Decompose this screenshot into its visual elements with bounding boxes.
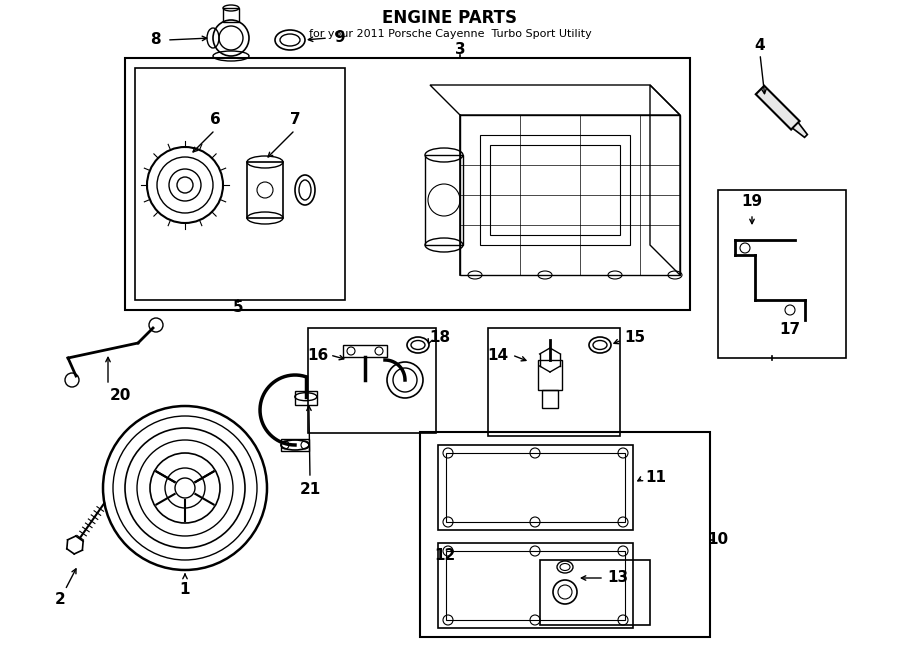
Bar: [223, 8, 239, 22]
Bar: [420, 432, 710, 637]
Bar: [125, 58, 690, 310]
Bar: [438, 445, 633, 530]
Text: 7: 7: [290, 112, 301, 128]
Bar: [438, 543, 633, 628]
Text: 21: 21: [300, 483, 320, 498]
Text: 15: 15: [625, 330, 645, 346]
Bar: [490, 145, 620, 235]
Bar: [542, 390, 558, 408]
Text: 9: 9: [335, 30, 346, 46]
Text: 17: 17: [779, 323, 801, 338]
Text: 1: 1: [180, 582, 190, 598]
Text: 4: 4: [755, 38, 765, 52]
Text: 3: 3: [454, 42, 465, 58]
Bar: [295, 391, 317, 405]
Text: 19: 19: [742, 194, 762, 210]
Text: ENGINE PARTS: ENGINE PARTS: [382, 9, 518, 27]
Text: 6: 6: [210, 112, 220, 128]
Bar: [540, 560, 650, 625]
Text: 20: 20: [109, 387, 130, 403]
Text: for your 2011 Porsche Cayenne  Turbo Sport Utility: for your 2011 Porsche Cayenne Turbo Spor…: [309, 29, 591, 39]
Bar: [538, 360, 562, 390]
Bar: [281, 439, 309, 451]
Text: 13: 13: [608, 570, 628, 586]
Bar: [480, 135, 630, 245]
Text: 16: 16: [308, 348, 328, 362]
Text: 10: 10: [707, 533, 729, 547]
Text: 18: 18: [429, 330, 451, 346]
Polygon shape: [756, 86, 799, 130]
Text: 5: 5: [233, 301, 243, 315]
Text: 2: 2: [55, 592, 66, 607]
Text: 11: 11: [645, 471, 667, 485]
Bar: [308, 328, 436, 433]
Bar: [446, 551, 625, 620]
Text: 8: 8: [149, 32, 160, 48]
Bar: [718, 190, 846, 358]
Bar: [488, 328, 620, 436]
Bar: [343, 345, 387, 357]
Bar: [425, 155, 463, 245]
Bar: [247, 162, 283, 218]
Text: 14: 14: [488, 348, 508, 362]
Bar: [446, 453, 625, 522]
Text: 12: 12: [435, 547, 455, 563]
Bar: [135, 68, 345, 300]
Polygon shape: [793, 122, 807, 137]
